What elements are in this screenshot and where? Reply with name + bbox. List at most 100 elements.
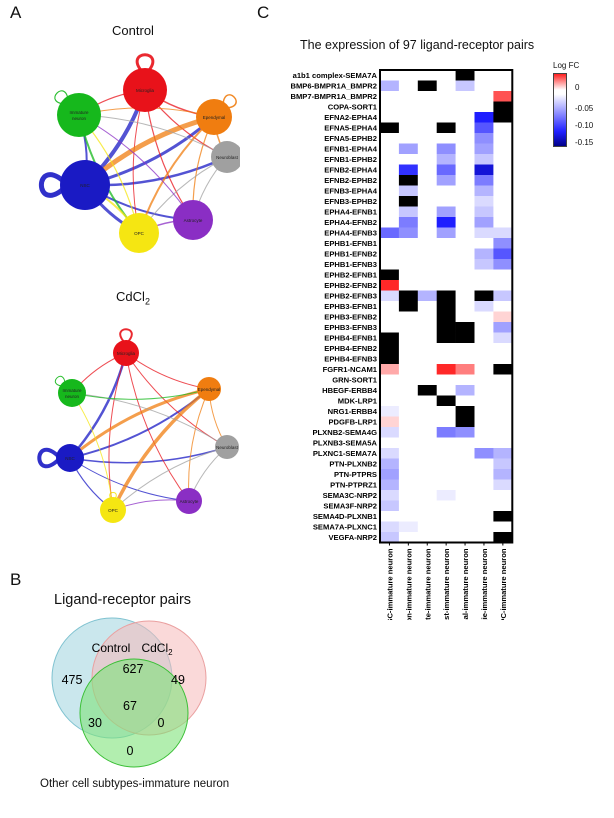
network-node-label: Ependymal <box>198 387 221 392</box>
heatmap-cell <box>380 437 400 449</box>
heatmap-cell <box>474 416 494 428</box>
heatmap-cell <box>380 511 400 522</box>
heatmap-cell <box>380 259 400 270</box>
heatmap-row-label: EPHB4-EFNB2 <box>324 344 377 353</box>
heatmap-cell <box>436 133 456 144</box>
heatmap-cell <box>474 280 494 291</box>
heatmap-cell <box>474 112 494 123</box>
heatmap-cell <box>380 353 400 365</box>
network-node-label: Neuroblast <box>216 155 239 160</box>
legend-tick-3: -0.15 <box>575 138 594 147</box>
heatmap-cell <box>436 143 456 155</box>
heatmap-row-label: PTN-PLXNB2 <box>329 460 377 469</box>
heatmap-cell <box>398 164 419 176</box>
heatmap-cell <box>493 91 513 102</box>
heatmap-cell <box>380 406 400 417</box>
heatmap-cell <box>380 374 400 386</box>
network-edge <box>125 352 190 502</box>
heatmap-cell <box>493 332 513 344</box>
heatmap-cell <box>417 91 437 102</box>
heatmap-title: The expression of 97 ligand-receptor pai… <box>300 38 535 52</box>
legend-tick-2: -0.10 <box>575 121 594 130</box>
heatmap-cell <box>493 353 513 365</box>
heatmap-cell <box>474 80 494 92</box>
network-self-loop <box>222 94 237 109</box>
heatmap-cell <box>417 364 437 375</box>
heatmap-cell <box>436 385 456 396</box>
heatmap-cell <box>493 164 513 176</box>
heatmap-row-label: EPHB2-EFNB3 <box>324 292 377 301</box>
heatmap-row-label: SEMA3C-NRP2 <box>323 491 377 500</box>
heatmap-cell <box>380 175 400 186</box>
heatmap-cell <box>380 416 400 428</box>
heatmap-cell <box>436 301 456 312</box>
heatmap-cell <box>455 521 475 533</box>
heatmap-cell <box>398 469 419 480</box>
network-node-label: neuron <box>65 394 80 399</box>
heatmap-cell <box>380 80 400 92</box>
heatmap-row-label: EPHA4-EFNB3 <box>324 229 377 238</box>
heatmap-cell <box>436 500 456 512</box>
heatmap-cell <box>455 395 475 407</box>
heatmap-cell <box>398 290 419 302</box>
heatmap-cell <box>436 91 456 102</box>
heatmap-cell <box>474 458 494 470</box>
heatmap-cell <box>398 91 419 102</box>
heatmap-cell <box>493 500 513 512</box>
heatmap-cell <box>398 385 419 396</box>
heatmap-row-label: EFNA5-EPHB2 <box>324 134 377 143</box>
network-node-label: Astrocyte <box>180 499 199 504</box>
heatmap-row-label: COPA-SORT1 <box>328 103 378 112</box>
heatmap-cell <box>493 238 513 249</box>
network-edge <box>71 392 114 511</box>
heatmap-cell <box>493 143 513 155</box>
heatmap-cell <box>493 185 513 197</box>
network-node-microglia <box>113 340 139 366</box>
heatmap-cell <box>417 322 437 333</box>
network-self-loop <box>38 172 70 198</box>
heatmap-cell <box>417 437 437 449</box>
heatmap-cell <box>398 511 419 522</box>
network-node-ependymal <box>196 99 232 135</box>
heatmap-cell <box>474 290 494 302</box>
heatmap-cell <box>474 206 494 218</box>
heatmap-row-label: FGFR1-NCAM1 <box>323 365 378 374</box>
heatmap-cell <box>380 154 400 165</box>
heatmap-cell <box>436 353 456 365</box>
heatmap-cell <box>493 259 513 270</box>
heatmap-cell <box>417 301 437 312</box>
heatmap-row-label: MDK-LRP1 <box>338 397 378 406</box>
heatmap-row-label: a1b1 complex-SEMA7A <box>293 71 378 80</box>
heatmap-cell <box>493 490 513 501</box>
heatmap-row-label: EPHB1-EFNB3 <box>324 260 377 269</box>
venn-region-control-cdcl2: 627 <box>123 662 144 676</box>
network-node-label: neuron <box>72 116 87 121</box>
heatmap-cell <box>417 112 437 123</box>
panel-letter-c: C <box>257 3 270 22</box>
heatmap-cell <box>380 479 400 491</box>
heatmap-cell <box>436 185 456 197</box>
network-node-opc <box>100 497 126 523</box>
network-node-label: Astrocyte <box>184 218 203 223</box>
network-node-neuroblast <box>211 141 240 173</box>
heatmap-col-label: Neuroblast-immature neuron <box>442 548 451 620</box>
heatmap-cell <box>417 238 437 249</box>
heatmap-row-label: BMP6-BMPR1A_BMPR2 <box>291 82 378 91</box>
heatmap-row-label: EFNB3-EPHB2 <box>324 197 377 206</box>
heatmap-cell <box>417 154 437 165</box>
heatmap-cell <box>436 479 456 491</box>
heatmap-cell <box>493 416 513 428</box>
heatmap-row-label: EFNA2-EPHA4 <box>324 113 378 122</box>
heatmap-cell <box>474 521 494 533</box>
heatmap-row-label: EFNB2-EPHB2 <box>324 176 377 185</box>
legend-title: Log FC <box>553 61 580 70</box>
heatmap-cell <box>474 154 494 165</box>
heatmap-cell <box>436 511 456 522</box>
network-edge <box>71 392 228 448</box>
heatmap-cell <box>380 395 400 407</box>
heatmap-cell <box>417 143 437 155</box>
legend-tick-1: -0.05 <box>575 104 594 113</box>
heatmap-cell <box>455 406 475 417</box>
heatmap-cell <box>493 374 513 386</box>
venn-title: Ligand-receptor pairs <box>54 592 192 608</box>
